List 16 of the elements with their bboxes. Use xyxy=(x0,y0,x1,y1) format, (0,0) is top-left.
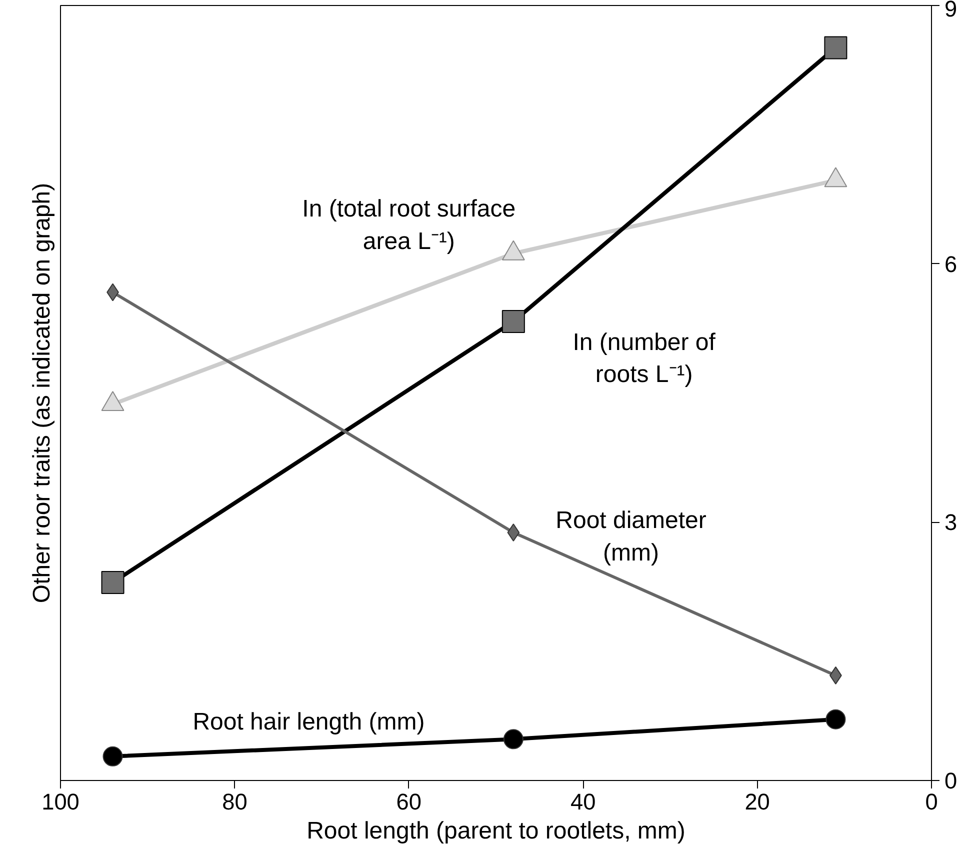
y-axis-title: Other roor traits (as indicated on graph) xyxy=(28,182,56,604)
series-label: Root hair length (mm) xyxy=(192,708,425,736)
series-label: In (number of roots L⁻¹) xyxy=(572,328,716,388)
x-tick-label: 20 xyxy=(744,788,770,814)
x-tick-label: 80 xyxy=(222,788,248,814)
x-tick-label: 60 xyxy=(396,788,422,814)
y-tick-label: 6 xyxy=(944,250,958,277)
series-label: Root diameter (mm) xyxy=(556,507,706,567)
y-tick-label: 0 xyxy=(944,768,958,794)
x-tick-label: 0 xyxy=(925,788,938,814)
series-label: In (total root surface area L⁻¹) xyxy=(302,195,516,255)
y-tick-label: 3 xyxy=(944,509,958,536)
x-tick-label: 40 xyxy=(570,788,596,814)
x-axis-title: Root length (parent to rootlets, mm) xyxy=(306,818,686,844)
y-tick-label: 9 xyxy=(944,0,958,22)
x-tick-label: 100 xyxy=(42,788,80,814)
